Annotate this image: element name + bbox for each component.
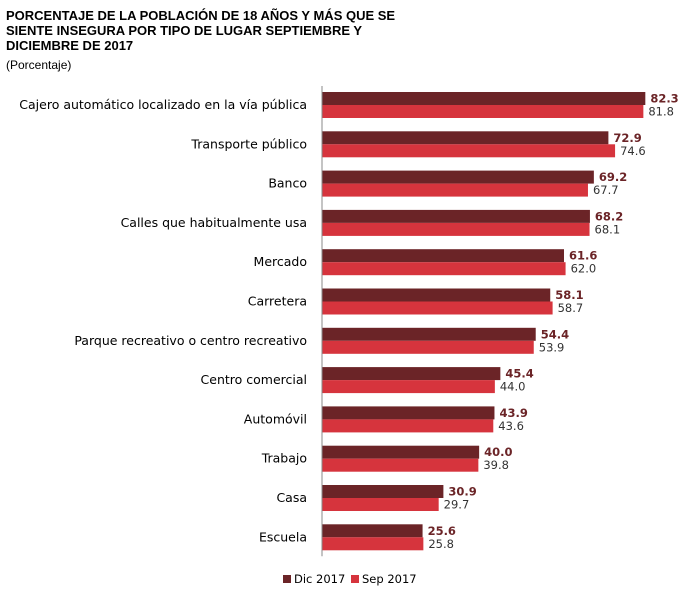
bar-dic-2017 bbox=[322, 406, 495, 420]
data-label-dic-2017: 61.6 bbox=[569, 249, 597, 263]
category-label: Transporte público bbox=[190, 136, 307, 151]
data-label-dic-2017: 54.4 bbox=[541, 327, 569, 341]
chart-title: PORCENTAJE DE LA POBLACIÓN DE 18 AÑOS Y … bbox=[6, 8, 396, 53]
bar-dic-2017 bbox=[322, 131, 609, 145]
bar-dic-2017 bbox=[322, 209, 590, 223]
bar-dic-2017 bbox=[322, 170, 594, 184]
bar-sep-2017 bbox=[322, 183, 588, 197]
category-label: Cajero automático localizado en la vía p… bbox=[19, 97, 307, 112]
data-label-sep-2017: 39.8 bbox=[483, 458, 509, 472]
data-label-dic-2017: 68.2 bbox=[595, 209, 623, 223]
legend-swatch-dic-2017 bbox=[283, 575, 291, 583]
bar-sep-2017 bbox=[322, 105, 644, 118]
data-label-dic-2017: 40.0 bbox=[484, 445, 512, 459]
data-label-sep-2017: 67.7 bbox=[593, 183, 619, 197]
bar-dic-2017 bbox=[322, 485, 444, 498]
legend-swatch-sep-2017 bbox=[351, 575, 359, 583]
chart-subtitle: (Porcentaje) bbox=[6, 58, 72, 72]
data-label-dic-2017: 58.1 bbox=[555, 288, 583, 302]
bar-sep-2017 bbox=[322, 144, 616, 158]
legend-label-dic-2017: Dic 2017 bbox=[294, 572, 345, 586]
bar-sep-2017 bbox=[322, 419, 494, 433]
category-label: Mercado bbox=[254, 254, 307, 269]
category-label: Casa bbox=[276, 490, 307, 505]
bar-dic-2017 bbox=[322, 288, 551, 302]
bar-dic-2017 bbox=[322, 445, 480, 459]
data-label-sep-2017: 81.8 bbox=[648, 105, 674, 119]
bar-sep-2017 bbox=[322, 458, 479, 472]
data-label-sep-2017: 58.7 bbox=[558, 301, 584, 315]
category-label: Carretera bbox=[248, 294, 307, 309]
data-label-sep-2017: 29.7 bbox=[444, 498, 470, 512]
data-label-sep-2017: 68.1 bbox=[595, 222, 621, 236]
data-label-dic-2017: 72.9 bbox=[613, 131, 641, 145]
bar-sep-2017 bbox=[322, 498, 439, 511]
category-label: Trabajo bbox=[261, 451, 307, 466]
data-label-dic-2017: 82.3 bbox=[650, 92, 678, 106]
bar-sep-2017 bbox=[322, 222, 590, 236]
bar-dic-2017 bbox=[322, 524, 423, 538]
bar-sep-2017 bbox=[322, 262, 566, 276]
legend-label-sep-2017: Sep 2017 bbox=[362, 572, 417, 586]
category-label: Automóvil bbox=[244, 411, 307, 426]
category-label: Escuela bbox=[259, 529, 307, 544]
data-label-sep-2017: 43.6 bbox=[498, 419, 524, 433]
data-label-dic-2017: 30.9 bbox=[448, 485, 476, 499]
data-label-sep-2017: 25.8 bbox=[428, 537, 454, 551]
bar-sep-2017 bbox=[322, 301, 553, 315]
data-label-dic-2017: 45.4 bbox=[505, 367, 533, 381]
bar-dic-2017 bbox=[322, 92, 646, 105]
data-label-sep-2017: 74.6 bbox=[620, 144, 646, 158]
data-label-sep-2017: 62.0 bbox=[571, 262, 597, 276]
bar-sep-2017 bbox=[322, 537, 424, 551]
category-label: Parque recreativo o centro recreativo bbox=[74, 333, 307, 348]
data-label-sep-2017: 44.0 bbox=[500, 380, 526, 394]
data-label-dic-2017: 43.9 bbox=[499, 406, 527, 420]
bar-sep-2017 bbox=[322, 340, 534, 354]
bar-dic-2017 bbox=[322, 327, 536, 341]
category-label: Banco bbox=[268, 176, 307, 191]
category-label: Calles que habitualmente usa bbox=[121, 215, 307, 230]
data-label-dic-2017: 69.2 bbox=[599, 170, 627, 184]
data-label-sep-2017: 53.9 bbox=[539, 340, 565, 354]
bar-sep-2017 bbox=[322, 380, 495, 394]
data-label-dic-2017: 25.6 bbox=[428, 524, 456, 538]
category-label: Centro comercial bbox=[201, 372, 307, 387]
bar-dic-2017 bbox=[322, 367, 501, 381]
bar-dic-2017 bbox=[322, 249, 564, 263]
